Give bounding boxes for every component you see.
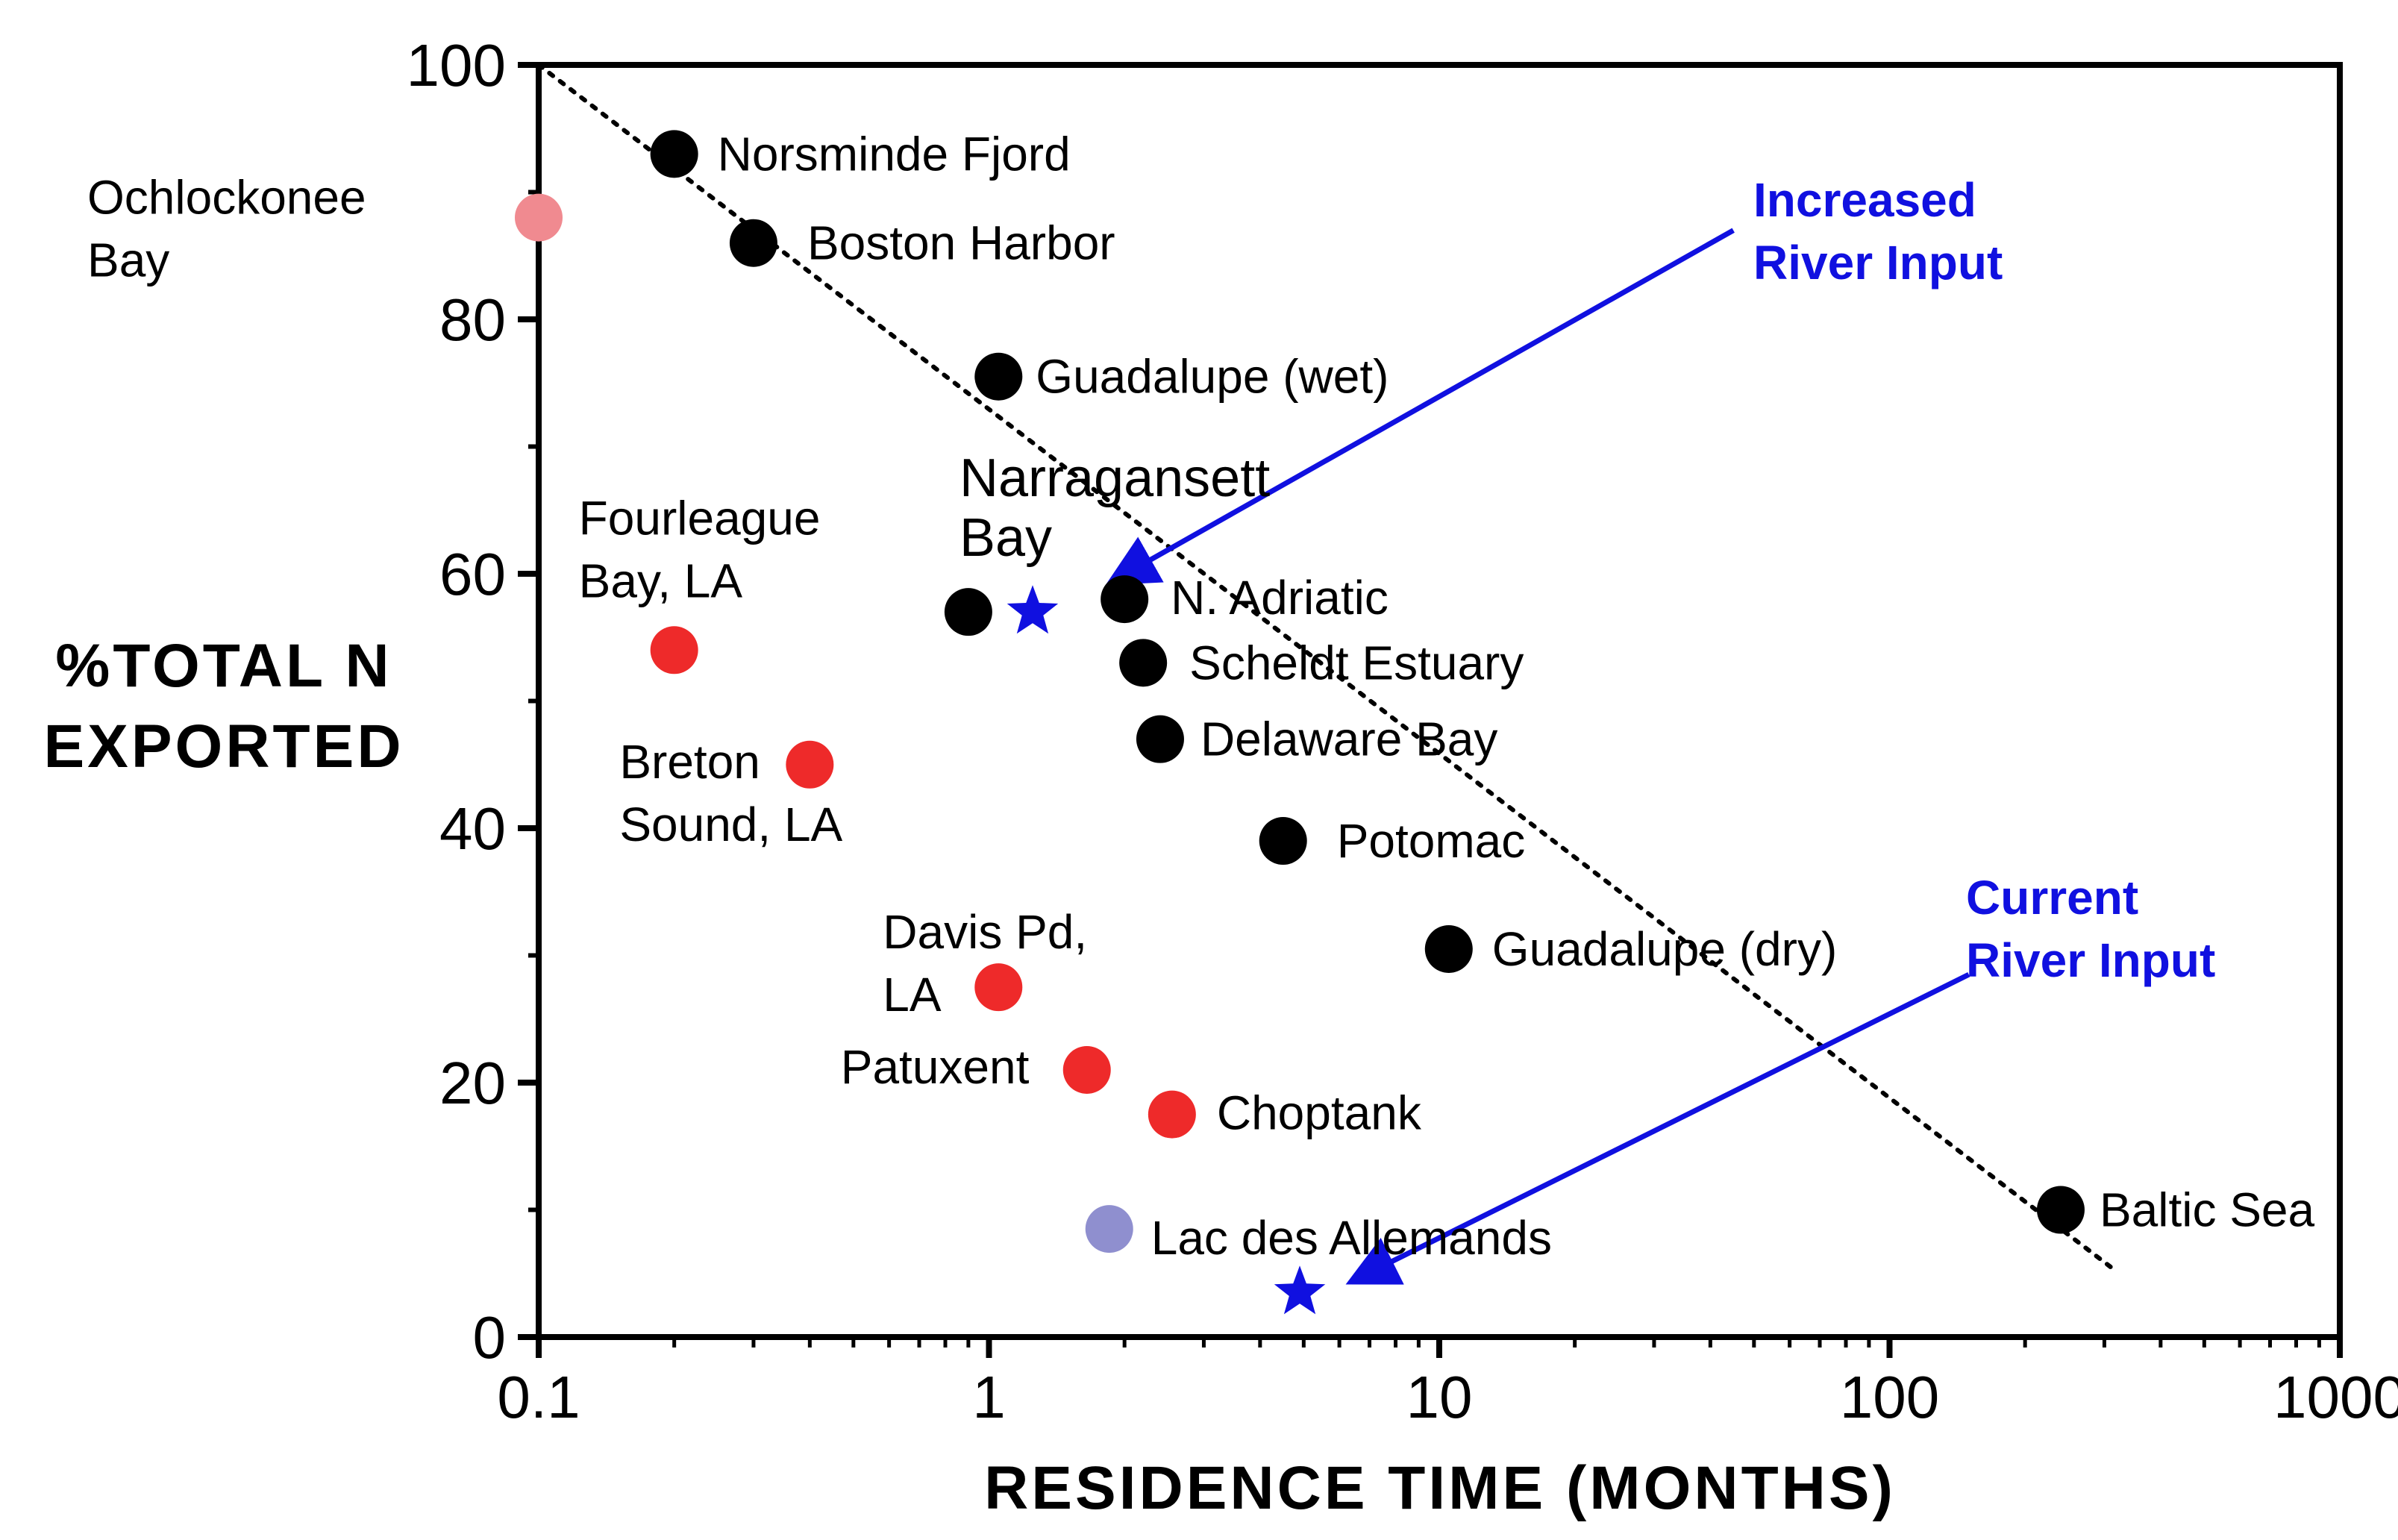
point-patuxent xyxy=(1062,1045,1111,1094)
point-lac-des-allemands-dot xyxy=(1085,1205,1133,1253)
annotation-line: Current xyxy=(1966,871,2138,924)
label-delaware: Delaware Bay xyxy=(1200,713,1497,766)
y-tick-label: 40 xyxy=(439,795,506,862)
x-axis-title: RESIDENCE TIME (MONTHS) xyxy=(984,1454,1896,1522)
label-guadalupe-wet: Guadalupe (wet) xyxy=(1036,350,1389,404)
label-ochlockonee: Ochlockonee Bay xyxy=(87,171,366,287)
label-line: Norsminde Fjord xyxy=(718,127,1071,181)
label-line: Bay, LA xyxy=(579,554,743,607)
y-tick-label: 60 xyxy=(439,541,506,607)
label-potomac: Potomac xyxy=(1337,814,1526,868)
point-scheldt xyxy=(1119,639,1168,687)
arrow-increased-river-input xyxy=(1105,228,1735,586)
annotation-labels: Increased River Input Current River Input xyxy=(1753,173,2215,987)
x-tick-label: 100 xyxy=(1840,1364,1939,1430)
label-boston: Boston Harbor xyxy=(807,216,1115,270)
point-guadalupe-wet xyxy=(974,352,1023,401)
label-guadalupe-dry: Guadalupe (dry) xyxy=(1492,922,1837,976)
label-line: N. Adriatic xyxy=(1171,571,1389,625)
label-norsminde: Norsminde Fjord xyxy=(718,127,1071,181)
label-line: Patuxent xyxy=(841,1040,1030,1094)
label-line: Baltic Sea xyxy=(2100,1183,2315,1237)
label-line: Scheldt Estuary xyxy=(1189,636,1524,689)
point-choptank xyxy=(1148,1090,1196,1139)
annotation-line: Increased xyxy=(1753,173,1976,227)
label-scheldt: Scheldt Estuary xyxy=(1189,636,1524,689)
label-line: Boston Harbor xyxy=(807,216,1115,270)
point-lac-des-allemands-star-star xyxy=(1274,1265,1326,1315)
point-n-adriatic xyxy=(1101,575,1149,624)
data-points xyxy=(515,130,2085,1315)
label-line: Narragansett xyxy=(959,448,1270,508)
label-choptank: Choptank xyxy=(1217,1086,1422,1140)
label-line: Davis Pd, xyxy=(883,905,1087,959)
point-guadalupe-dry xyxy=(1424,924,1473,973)
y-axis-title-line: %TOTAL N xyxy=(55,632,392,700)
label-n-adriatic: N. Adriatic xyxy=(1171,571,1389,625)
label-lac-des-allemands-dot: Lac des Allemands xyxy=(1151,1211,1552,1265)
annotation-line: River Input xyxy=(1966,933,2215,987)
annotation-arrows xyxy=(1105,228,1970,1285)
label-line: Guadalupe (wet) xyxy=(1036,350,1389,404)
y-axis-title: %TOTAL N EXPORTED xyxy=(43,632,404,780)
y-tick-label: 80 xyxy=(439,287,506,353)
x-tick-label: 1 xyxy=(972,1364,1006,1430)
label-line: Choptank xyxy=(1217,1086,1422,1140)
x-tick-label: 0.1 xyxy=(497,1364,580,1430)
label-line: Delaware Bay xyxy=(1200,713,1497,766)
point-baltic xyxy=(2036,1186,2085,1234)
annotation-increased-river-input: Increased River Input xyxy=(1753,173,2003,289)
label-line: Fourleague xyxy=(579,491,821,545)
label-baltic: Baltic Sea xyxy=(2100,1183,2315,1237)
point-ochlockonee xyxy=(515,193,563,242)
label-line: Bay xyxy=(959,508,1052,568)
point-labels: Norsminde Fjord Ochlockonee Bay Boston Harb… xyxy=(87,127,2315,1265)
label-fourleague: Fourleague Bay, LA xyxy=(579,491,821,607)
point-boston xyxy=(729,219,777,267)
label-line: Sound, LA xyxy=(619,798,842,851)
point-fourleague xyxy=(650,626,698,674)
x-tick-label: 1000 xyxy=(2273,1364,2398,1430)
arrow-current-river-input xyxy=(1345,971,1970,1285)
point-narragansett-dot xyxy=(944,588,992,636)
label-line: Guadalupe (dry) xyxy=(1492,922,1837,976)
point-potomac xyxy=(1259,817,1307,866)
y-tick-label: 0 xyxy=(473,1304,507,1371)
label-line: Ochlockonee xyxy=(87,171,366,225)
label-line: Breton xyxy=(619,735,760,789)
annotation-current-river-input: Current River Input xyxy=(1966,871,2215,987)
label-line: Lac des Allemands xyxy=(1151,1211,1552,1265)
label-davis: Davis Pd, LA xyxy=(883,905,1087,1021)
label-narragansett: Narragansett Bay xyxy=(959,448,1270,568)
point-davis xyxy=(974,963,1023,1012)
label-line: LA xyxy=(883,968,942,1021)
annotation-line: River Input xyxy=(1753,236,2003,289)
label-line: Bay xyxy=(87,234,169,287)
point-norsminde xyxy=(650,130,698,178)
label-patuxent: Patuxent xyxy=(841,1040,1030,1094)
label-breton: Breton Sound, LA xyxy=(619,735,842,851)
point-delaware xyxy=(1136,715,1184,763)
y-axis-title-line: EXPORTED xyxy=(43,713,404,780)
y-tick-label: 100 xyxy=(407,32,506,98)
x-tick-label: 10 xyxy=(1406,1364,1473,1430)
point-breton xyxy=(786,740,834,789)
axes: 0 20 40 60 80 100 0.1 1 10 100 1000 xyxy=(407,32,2398,1430)
y-tick-label: 20 xyxy=(439,1050,506,1116)
label-line: Potomac xyxy=(1337,814,1526,868)
point-narragansett-star xyxy=(1007,585,1059,634)
